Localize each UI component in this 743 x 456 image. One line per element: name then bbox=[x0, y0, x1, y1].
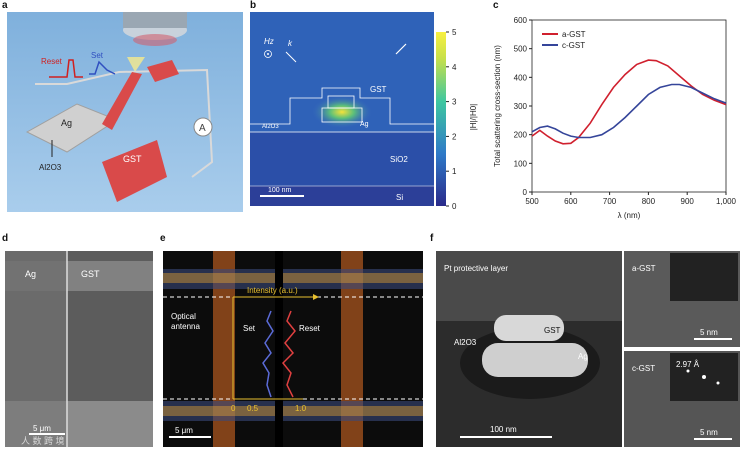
scale-label-d: 5 μm bbox=[33, 424, 51, 433]
panel-label-b: b bbox=[250, 0, 257, 11]
y-tick-label: 200 bbox=[514, 131, 528, 140]
x-tick-label: 500 bbox=[525, 197, 539, 206]
panel-e-optical: Intensity (a.u.) Optical antenna Set Res… bbox=[163, 251, 423, 447]
reset-label: Reset bbox=[41, 57, 63, 66]
x-tick-label: 1,000 bbox=[716, 197, 737, 206]
y-tick-label: 600 bbox=[514, 16, 528, 25]
out-of-plane-icon bbox=[264, 50, 272, 58]
panel-label-f: f bbox=[430, 233, 434, 244]
y-tick-label: 100 bbox=[514, 159, 528, 168]
intensity-label: Intensity (a.u.) bbox=[247, 286, 298, 295]
light-beam bbox=[127, 57, 145, 72]
set-label: Set bbox=[91, 51, 104, 60]
tick-0: 0 bbox=[231, 404, 236, 413]
panel-label-a: a bbox=[2, 0, 8, 11]
colorbar-tick-label: 1 bbox=[452, 167, 457, 176]
ammeter-icon bbox=[193, 117, 213, 137]
si-label: Si bbox=[396, 193, 403, 202]
set-intensity-trace bbox=[262, 310, 274, 398]
al2o3-label: Al2O3 bbox=[39, 163, 62, 172]
a-gst-label: a-GST bbox=[632, 264, 656, 273]
reset-pulse-icon bbox=[49, 59, 83, 78]
panel-label-d: d bbox=[2, 233, 9, 244]
set-pulse-icon bbox=[89, 60, 116, 75]
optical-label: Optical bbox=[171, 312, 196, 321]
x-tick-label: 900 bbox=[681, 197, 695, 206]
scale-label-e: 5 μm bbox=[175, 426, 193, 435]
antenna-label: antenna bbox=[171, 322, 200, 331]
scale-label-b: 100 nm bbox=[268, 187, 292, 194]
gst-pad bbox=[102, 140, 167, 202]
colorbar-tick-label: 5 bbox=[452, 28, 457, 37]
watermark: 人 数 跨 境 bbox=[21, 435, 65, 446]
colorbar-tick-label: 2 bbox=[452, 132, 457, 141]
gst-label-f: GST bbox=[544, 326, 561, 335]
colorbar-tick-label: 3 bbox=[452, 98, 457, 107]
panel-d-sem: Ag GST 5 μm 人 数 跨 境 bbox=[5, 251, 153, 447]
sio2-label: SiO2 bbox=[390, 155, 408, 164]
x-tick-label: 800 bbox=[642, 197, 656, 206]
panel-a-schematic: A Reset Set Ag GST Al2O3 bbox=[7, 12, 243, 212]
k-arrow-icon bbox=[285, 51, 297, 63]
reset-intensity-trace bbox=[281, 310, 296, 398]
al2o3-label-b: Al2O3 bbox=[262, 124, 279, 130]
ag-label-b: Ag bbox=[360, 121, 369, 128]
set-label-e: Set bbox=[243, 324, 256, 333]
ag-label-f: Ag bbox=[578, 352, 588, 361]
y-axis-label: Total scattering cross-section (nm) bbox=[493, 45, 502, 167]
incident-arrow-icon bbox=[395, 43, 407, 55]
y-tick-label: 300 bbox=[514, 102, 528, 111]
panel-c-chart: 0 100 200 300 400 500 600 500 600 700 800 900 1,000 λ… bbox=[493, 16, 737, 220]
x-tick-label: 600 bbox=[564, 197, 578, 206]
legend-label: a-GST bbox=[562, 30, 586, 39]
k-label: k bbox=[288, 39, 293, 48]
tick-1: 1.0 bbox=[295, 404, 307, 413]
panel-label-c: c bbox=[493, 0, 499, 11]
colorbar-tick-label: 4 bbox=[452, 63, 457, 72]
scale-small-2: 5 nm bbox=[700, 428, 718, 437]
panel-b-field-map: Hz k GST Ag Al2O3 SiO2 Si 100 nm 012345 … bbox=[250, 12, 478, 210]
x-tick-label: 700 bbox=[603, 197, 617, 206]
colorbar bbox=[436, 32, 446, 206]
a-gst-fft bbox=[670, 253, 738, 301]
scale-small-1: 5 nm bbox=[700, 328, 718, 337]
y-tick-label: 500 bbox=[514, 45, 528, 54]
scale-label-f: 100 nm bbox=[490, 425, 517, 434]
gst-label-b: GST bbox=[370, 85, 387, 94]
panel-f-tem: Pt protective layer GST Al2O3 Ag 100 nm … bbox=[436, 251, 740, 447]
intensity-arrow-icon bbox=[313, 294, 319, 300]
panel-label-e: e bbox=[160, 233, 166, 244]
gst-label-d: GST bbox=[81, 269, 100, 279]
c-gst-label: c-GST bbox=[632, 364, 655, 373]
ag-region bbox=[482, 343, 588, 377]
colorbar-tick-label: 0 bbox=[452, 202, 457, 210]
x-axis-label: λ (nm) bbox=[618, 211, 641, 220]
ag-label: Ag bbox=[61, 118, 72, 128]
svg-text:A: A bbox=[199, 123, 206, 134]
series-line-c-GST bbox=[531, 83, 727, 139]
legend-label: c-GST bbox=[562, 41, 585, 50]
colorbar-label: |H|/|H0| bbox=[469, 104, 478, 131]
al2o3-label-f: Al2O3 bbox=[454, 338, 477, 347]
field-hotspot bbox=[312, 96, 372, 128]
gst-region bbox=[494, 315, 564, 341]
hz-label: Hz bbox=[264, 37, 274, 46]
d-spacing-label: 2.97 Å bbox=[676, 360, 700, 369]
ag-label-d: Ag bbox=[25, 269, 36, 279]
y-tick-label: 400 bbox=[514, 73, 528, 82]
pt-label: Pt protective layer bbox=[444, 264, 508, 273]
y-tick-label: 0 bbox=[523, 188, 528, 197]
series-line-a-GST bbox=[531, 59, 727, 145]
reset-label-e: Reset bbox=[299, 324, 321, 333]
tick-05: 0.5 bbox=[247, 404, 259, 413]
gst-label: GST bbox=[123, 154, 142, 164]
